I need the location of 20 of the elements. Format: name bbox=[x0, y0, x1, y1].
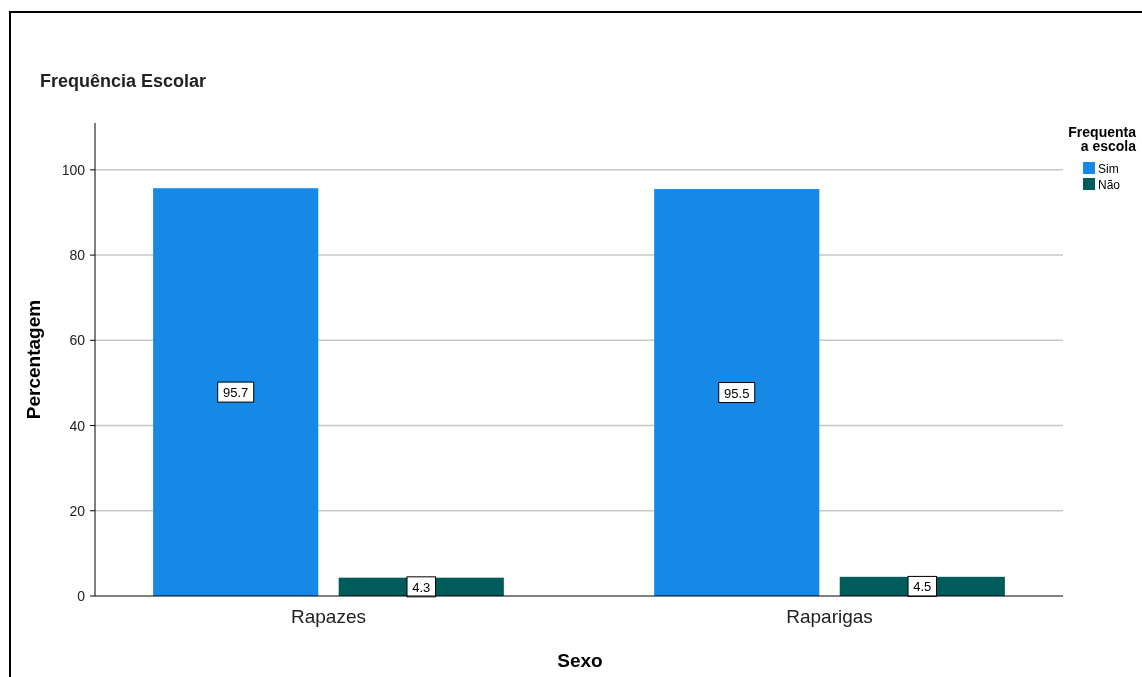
legend-title: Frequenta a escola bbox=[1068, 124, 1137, 154]
x-tick-label: Raparigas bbox=[786, 606, 873, 627]
legend-label: Não bbox=[1098, 178, 1121, 192]
y-axis-title: Percentagem bbox=[23, 299, 44, 420]
data-label: 4.5 bbox=[913, 579, 932, 595]
data-label: 4.3 bbox=[412, 579, 431, 595]
legend-label: Sim bbox=[1098, 162, 1119, 176]
data-label: 95.7 bbox=[223, 385, 249, 401]
y-tick-label: 100 bbox=[61, 161, 86, 178]
x-tick-label: Rapazes bbox=[290, 606, 366, 627]
data-label: 95.5 bbox=[724, 385, 750, 401]
bar bbox=[153, 188, 319, 596]
y-tick-label: 40 bbox=[69, 417, 86, 434]
y-tick-label: 80 bbox=[69, 247, 86, 264]
y-tick-label: 60 bbox=[69, 332, 86, 349]
chart-title: Frequência Escolar bbox=[40, 71, 207, 91]
y-tick-label: 20 bbox=[69, 502, 86, 519]
y-tick-label: 0 bbox=[77, 588, 86, 604]
bar bbox=[654, 189, 820, 596]
x-axis-title: Sexo bbox=[557, 650, 603, 671]
